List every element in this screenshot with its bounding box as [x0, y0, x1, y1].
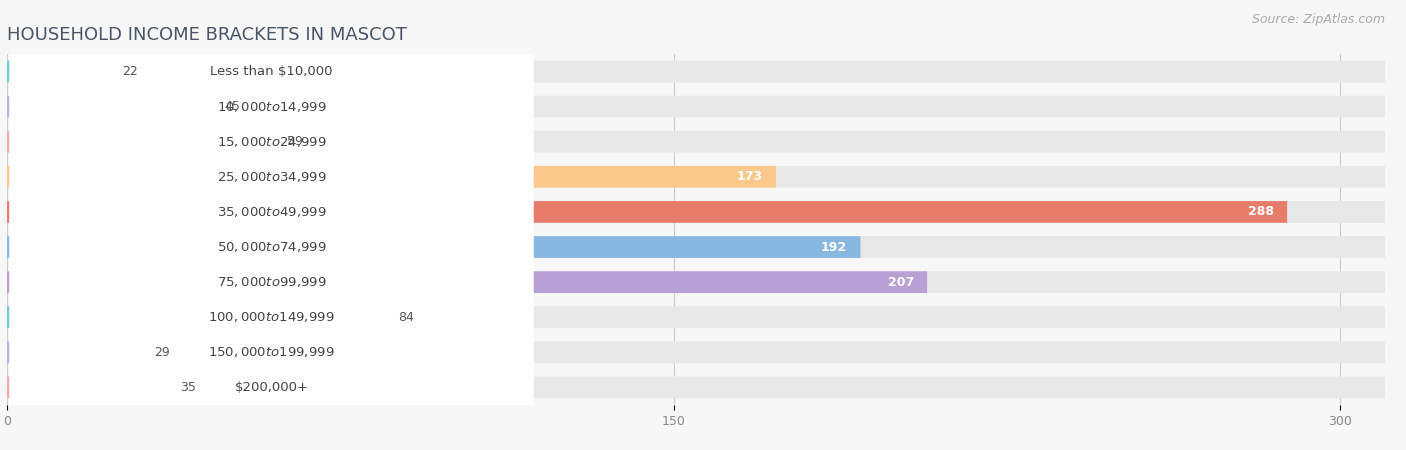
FancyBboxPatch shape: [7, 201, 1286, 223]
FancyBboxPatch shape: [7, 166, 1385, 188]
FancyBboxPatch shape: [10, 115, 534, 239]
FancyBboxPatch shape: [7, 201, 1385, 223]
FancyBboxPatch shape: [7, 271, 927, 293]
FancyBboxPatch shape: [10, 290, 534, 414]
Text: $35,000 to $49,999: $35,000 to $49,999: [217, 205, 326, 219]
Text: Source: ZipAtlas.com: Source: ZipAtlas.com: [1251, 14, 1385, 27]
Text: 192: 192: [821, 241, 846, 253]
Text: 35: 35: [180, 381, 197, 394]
FancyBboxPatch shape: [7, 96, 207, 117]
FancyBboxPatch shape: [10, 185, 534, 309]
FancyBboxPatch shape: [10, 9, 534, 134]
FancyBboxPatch shape: [7, 377, 1385, 398]
Text: $75,000 to $99,999: $75,000 to $99,999: [217, 275, 326, 289]
FancyBboxPatch shape: [7, 236, 1385, 258]
Text: $50,000 to $74,999: $50,000 to $74,999: [217, 240, 326, 254]
FancyBboxPatch shape: [7, 96, 1385, 117]
FancyBboxPatch shape: [7, 131, 1385, 153]
FancyBboxPatch shape: [7, 236, 860, 258]
FancyBboxPatch shape: [7, 342, 136, 363]
FancyBboxPatch shape: [7, 271, 1385, 293]
Text: $15,000 to $24,999: $15,000 to $24,999: [217, 135, 326, 149]
FancyBboxPatch shape: [7, 306, 1385, 328]
Text: 207: 207: [887, 276, 914, 288]
Text: HOUSEHOLD INCOME BRACKETS IN MASCOT: HOUSEHOLD INCOME BRACKETS IN MASCOT: [7, 26, 406, 44]
FancyBboxPatch shape: [7, 131, 270, 153]
Text: Less than $10,000: Less than $10,000: [211, 65, 333, 78]
Text: 29: 29: [153, 346, 170, 359]
Text: $10,000 to $14,999: $10,000 to $14,999: [217, 99, 326, 114]
FancyBboxPatch shape: [10, 325, 534, 450]
FancyBboxPatch shape: [10, 255, 534, 379]
FancyBboxPatch shape: [7, 377, 163, 398]
Text: $100,000 to $149,999: $100,000 to $149,999: [208, 310, 335, 324]
FancyBboxPatch shape: [7, 61, 105, 82]
FancyBboxPatch shape: [7, 166, 776, 188]
Text: $25,000 to $34,999: $25,000 to $34,999: [217, 170, 326, 184]
Text: 59: 59: [287, 135, 302, 148]
Text: $150,000 to $199,999: $150,000 to $199,999: [208, 345, 335, 360]
Text: 84: 84: [398, 311, 413, 324]
FancyBboxPatch shape: [10, 80, 534, 204]
FancyBboxPatch shape: [10, 220, 534, 344]
FancyBboxPatch shape: [7, 306, 381, 328]
FancyBboxPatch shape: [7, 342, 1385, 363]
FancyBboxPatch shape: [10, 45, 534, 169]
FancyBboxPatch shape: [7, 61, 1385, 82]
Text: 45: 45: [225, 100, 240, 113]
Text: 173: 173: [737, 171, 762, 183]
FancyBboxPatch shape: [10, 150, 534, 274]
Text: $200,000+: $200,000+: [235, 381, 308, 394]
Text: 22: 22: [122, 65, 138, 78]
Text: 288: 288: [1247, 206, 1274, 218]
